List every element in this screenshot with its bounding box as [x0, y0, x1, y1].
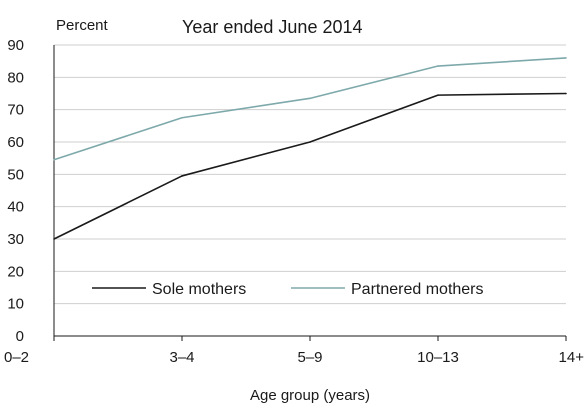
- x-tick-label: 5–9: [297, 349, 322, 366]
- data-point: [437, 94, 439, 96]
- y-tick-label: 60: [7, 134, 24, 151]
- y-tick-label: 70: [7, 102, 24, 119]
- y-tick-label: 0: [16, 328, 24, 345]
- y-axis-label: Percent: [56, 17, 109, 34]
- y-axis-ticks: 0 10 20 30 40 50 60 70 80 90: [7, 37, 24, 345]
- y-tick-label: 50: [7, 166, 24, 183]
- x-tick-label: 3–4: [169, 349, 194, 366]
- y-tick-label: 10: [7, 296, 24, 313]
- data-point: [53, 238, 55, 240]
- data-point: [181, 116, 183, 119]
- x-tick-label: 14+: [559, 349, 585, 366]
- y-tick-label: 80: [7, 69, 24, 86]
- x-axis-label: Age group (years): [250, 387, 370, 404]
- data-point: [565, 57, 567, 59]
- data-point: [437, 65, 439, 67]
- gridlines: [54, 44, 566, 305]
- legend-label-1: Partnered mothers: [351, 281, 484, 298]
- legend: Sole mothers Partnered mothers: [92, 281, 484, 298]
- data-point: [309, 141, 311, 143]
- y-tick-label: 20: [7, 263, 24, 280]
- data-point: [53, 158, 55, 161]
- x-tick-label: 0–2: [4, 349, 29, 366]
- data-point: [565, 92, 567, 95]
- y-tick-label: 40: [7, 199, 24, 216]
- x-tick-label: 10–13: [417, 349, 459, 366]
- series-line-0: [53, 92, 567, 240]
- data-point: [309, 97, 311, 100]
- y-tick-label: 30: [7, 231, 24, 248]
- chart-title: Year ended June 2014: [182, 17, 363, 37]
- series-group: [53, 57, 567, 240]
- legend-label-0: Sole mothers: [152, 281, 246, 298]
- y-tick-label: 90: [7, 37, 24, 54]
- axes: [53, 45, 566, 337]
- x-axis-ticks: 0–2 3–4 5–9 10–13 14+: [4, 336, 584, 366]
- series-line-1: [53, 57, 567, 161]
- data-point: [181, 175, 183, 177]
